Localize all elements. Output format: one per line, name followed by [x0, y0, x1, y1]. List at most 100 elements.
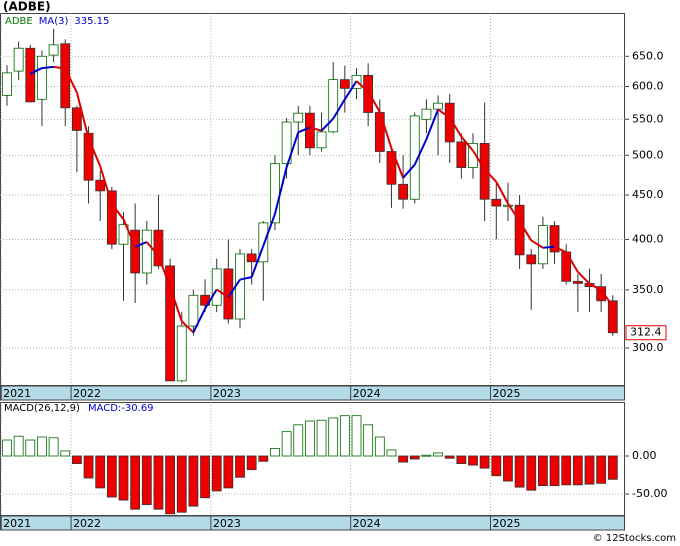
ma-line: [437, 108, 451, 119]
legend-name: ADBE: [5, 16, 33, 27]
ma-line: [483, 168, 498, 183]
candle-body: [118, 224, 129, 245]
candle-body: [188, 294, 199, 327]
ma-line: [41, 65, 54, 70]
macd-bar: [572, 455, 583, 486]
legend: ADBE MA(3) 335.15: [5, 16, 109, 27]
macd-bar: [468, 455, 478, 466]
macd-bar: [526, 455, 537, 491]
macd-bar: [514, 455, 525, 488]
candle-body: [165, 265, 176, 382]
ma-line: [554, 245, 567, 254]
last-price-box: [625, 325, 667, 341]
ma-line: [181, 320, 195, 334]
candle-body: [246, 253, 257, 263]
macd-bar: [95, 455, 106, 489]
legend-ma-name: MA(3): [39, 16, 69, 27]
y-tick-label: 300.0: [632, 341, 664, 354]
candle-body: [95, 179, 106, 192]
ma-line: [402, 164, 416, 179]
ma-line: [425, 109, 439, 140]
date-strip: [0, 515, 625, 531]
candle-body: [293, 112, 304, 123]
ma-line: [518, 220, 533, 241]
candle-body: [374, 112, 385, 152]
macd-bar: [596, 455, 607, 484]
ma-line: [111, 203, 125, 220]
ma-line: [216, 288, 229, 298]
candle-body: [130, 229, 141, 274]
macd-bar: [363, 424, 374, 457]
y-tick-label: 0.00: [632, 449, 657, 462]
ma-line: [273, 167, 288, 215]
x-tick-label: 2021: [3, 387, 31, 400]
candle-body: [316, 131, 327, 149]
macd-bar: [130, 455, 141, 510]
ma-line: [309, 126, 322, 132]
candle-body: [258, 222, 269, 263]
macd-bar: [118, 455, 129, 501]
y-tick-label: 550.0: [632, 112, 664, 125]
candle-body: [211, 268, 222, 306]
macd-bar: [433, 452, 443, 457]
ma-line: [146, 241, 160, 257]
macd-bar: [48, 437, 59, 457]
candle-body: [25, 47, 36, 103]
ma-line: [390, 147, 405, 179]
x-tick-label: 2023: [213, 517, 241, 530]
candle-body: [72, 107, 82, 131]
candle-body: [503, 204, 513, 207]
macd-bar: [409, 455, 420, 460]
x-tick-label: 2025: [492, 387, 520, 400]
ma-line: [157, 255, 172, 288]
y-tick-label: 350.0: [632, 283, 664, 296]
ma-line: [413, 138, 428, 166]
macd-bar: [211, 455, 222, 492]
macd-bar: [293, 424, 304, 457]
candle-body: [339, 79, 350, 89]
macd-bar: [561, 455, 572, 486]
y-tick-label: 600.0: [632, 79, 664, 92]
macd-bar: [398, 455, 409, 463]
macd-bar: [153, 455, 164, 510]
ma-line: [589, 282, 602, 292]
macd-bar: [351, 415, 362, 457]
macd-bar: [13, 435, 24, 457]
ma-line: [542, 245, 555, 249]
candle-body: [607, 300, 618, 334]
macd-bar: [141, 455, 152, 506]
candle-body: [444, 102, 455, 143]
candle-body: [479, 142, 490, 200]
ma-line: [355, 80, 369, 93]
ma-line: [332, 98, 346, 120]
candle-body: [596, 286, 607, 302]
macd-bar: [25, 439, 36, 457]
macd-bar: [374, 436, 385, 457]
ma-line: [297, 126, 311, 134]
x-tick-label: 2024: [353, 517, 381, 530]
macd-bar: [106, 455, 117, 498]
ma-line: [64, 68, 78, 94]
candle-body: [13, 47, 24, 72]
macd-bar: [304, 420, 315, 457]
candle-body: [48, 44, 59, 56]
footer: © 12Stocks.com: [593, 533, 676, 544]
ma-line: [250, 245, 265, 278]
x-tick-label: 2025: [492, 517, 520, 530]
candle-body: [281, 121, 292, 165]
macd-bar: [421, 454, 432, 457]
candle-body: [456, 141, 467, 168]
ma-line: [507, 202, 521, 222]
macd-bar: [584, 455, 595, 485]
candle-body: [514, 204, 525, 256]
macd-bar: [607, 455, 618, 480]
macd-bar: [188, 455, 199, 507]
last-price-label: 312.4: [630, 326, 662, 339]
macd-bar: [386, 449, 397, 457]
candle-body: [526, 254, 537, 265]
ma-line: [472, 150, 486, 170]
legend-ma-value: 335.15: [74, 16, 109, 27]
macd-bar: [200, 455, 210, 499]
y-tick-label: 400.0: [632, 232, 664, 245]
